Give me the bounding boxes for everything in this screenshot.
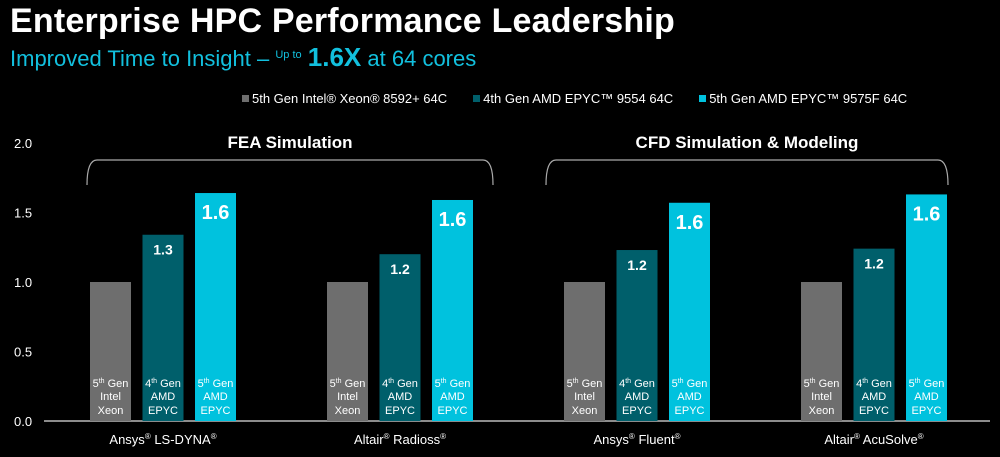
y-tick-label: 0.0 xyxy=(14,414,32,429)
subtitle: Improved Time to Insight – Up to 1.6X at… xyxy=(10,42,476,73)
bar-inner-label: EPYC xyxy=(385,405,415,417)
bar-inner-label: 5th Gen xyxy=(435,378,471,390)
bar-inner-label: EPYC xyxy=(438,405,468,417)
bar-inner-label: 4th Gen xyxy=(619,378,655,390)
bar-inner-label: Intel xyxy=(100,391,121,403)
bar-inner-label: 4th Gen xyxy=(856,378,892,390)
bar-inner-label: Xeon xyxy=(572,405,598,417)
legend-item: 5th Gen AMD EPYC™ 9575F 64C xyxy=(699,91,907,106)
subtitle-prefix: Improved Time to Insight – xyxy=(10,46,270,71)
y-tick-label: 2.0 xyxy=(14,136,32,151)
bar xyxy=(853,248,895,421)
bar xyxy=(432,199,473,421)
bar-value-label: 1.2 xyxy=(390,261,410,277)
bar xyxy=(142,234,184,421)
bar-inner-label: AMD xyxy=(677,391,702,403)
bar-inner-label: AMD xyxy=(862,391,887,403)
bar-inner-label: 4th Gen xyxy=(382,378,418,390)
bar-inner-label: EPYC xyxy=(148,405,178,417)
bar-inner-label: AMD xyxy=(625,391,650,403)
bar-inner-label: 5th Gen xyxy=(567,378,603,390)
category-label: Altair® AcuSolve® xyxy=(824,432,923,447)
bar-value-label: 1.6 xyxy=(202,202,230,224)
category-label: Altair® Radioss® xyxy=(354,432,446,447)
bar-inner-label: 5th Gen xyxy=(804,378,840,390)
legend-label: 5th Gen AMD EPYC™ 9575F 64C xyxy=(709,91,908,106)
bar xyxy=(564,282,605,421)
legend-swatch xyxy=(473,95,481,102)
bar-inner-label: AMD xyxy=(151,391,176,403)
group-bracket xyxy=(545,159,949,186)
bar xyxy=(616,250,658,421)
bar xyxy=(669,202,710,421)
category-label: Ansys® LS-DYNA® xyxy=(109,432,216,447)
bar xyxy=(90,282,131,421)
y-tick-label: 0.5 xyxy=(14,345,32,360)
bar-value-label: 1.6 xyxy=(913,203,941,225)
legend-label: 5th Gen Intel® Xeon® 8592+ 64C xyxy=(252,91,448,106)
bar-inner-label: Intel xyxy=(811,391,832,403)
subtitle-small: Up to xyxy=(275,49,302,61)
bar xyxy=(327,282,368,421)
bar-value-label: 1.6 xyxy=(676,212,704,234)
y-tick-label: 1.0 xyxy=(14,275,32,290)
bar-inner-label: AMD xyxy=(440,391,465,403)
subtitle-suffix: at 64 cores xyxy=(367,46,477,71)
bar-inner-label: 5th Gen xyxy=(909,378,945,390)
legend: 5th Gen Intel® Xeon® 8592+ 64C 4th Gen AM… xyxy=(242,91,907,106)
bar-inner-label: Intel xyxy=(337,391,358,403)
bar-inner-label: Xeon xyxy=(809,405,835,417)
bar-inner-label: EPYC xyxy=(201,405,231,417)
category-label: Ansys® Fluent® xyxy=(594,432,681,447)
group-label: FEA Simulation xyxy=(228,133,353,152)
bar-inner-label: AMD xyxy=(914,391,939,403)
page-title: Enterprise HPC Performance Leadership xyxy=(10,2,675,40)
bar xyxy=(379,254,421,421)
bar-inner-label: AMD xyxy=(388,391,413,403)
bar-value-label: 1.2 xyxy=(627,257,647,273)
bar-inner-label: Intel xyxy=(574,391,595,403)
bar xyxy=(906,194,947,421)
legend-item: 5th Gen Intel® Xeon® 8592+ 64C xyxy=(242,91,447,106)
bar-value-label: 1.3 xyxy=(153,242,173,258)
bar xyxy=(801,282,842,421)
bar-inner-label: AMD xyxy=(203,391,228,403)
bar-inner-label: EPYC xyxy=(675,405,705,417)
bar-inner-label: 4th Gen xyxy=(145,378,181,390)
bar-value-label: 1.6 xyxy=(439,209,467,231)
bar-value-label: 1.2 xyxy=(864,256,884,272)
legend-label: 4th Gen AMD EPYC™ 9554 64C xyxy=(483,91,674,106)
subtitle-big: 1.6X xyxy=(307,42,362,72)
legend-item: 4th Gen AMD EPYC™ 9554 64C xyxy=(473,91,673,106)
legend-swatch xyxy=(699,95,707,102)
group-label: CFD Simulation & Modeling xyxy=(636,133,859,152)
bar-inner-label: Xeon xyxy=(98,405,124,417)
bar-inner-label: EPYC xyxy=(622,405,652,417)
bar-inner-label: 5th Gen xyxy=(672,378,708,390)
bar-inner-label: Xeon xyxy=(335,405,361,417)
group-bracket xyxy=(86,159,494,186)
bar xyxy=(195,193,236,421)
bar-inner-label: 5th Gen xyxy=(93,378,129,390)
y-tick-label: 1.5 xyxy=(14,206,32,221)
bar-inner-label: EPYC xyxy=(912,405,942,417)
legend-swatch xyxy=(242,95,249,102)
bar-inner-label: 5th Gen xyxy=(330,378,366,390)
bar-inner-label: 5th Gen xyxy=(198,378,234,390)
bar-inner-label: EPYC xyxy=(859,405,889,417)
